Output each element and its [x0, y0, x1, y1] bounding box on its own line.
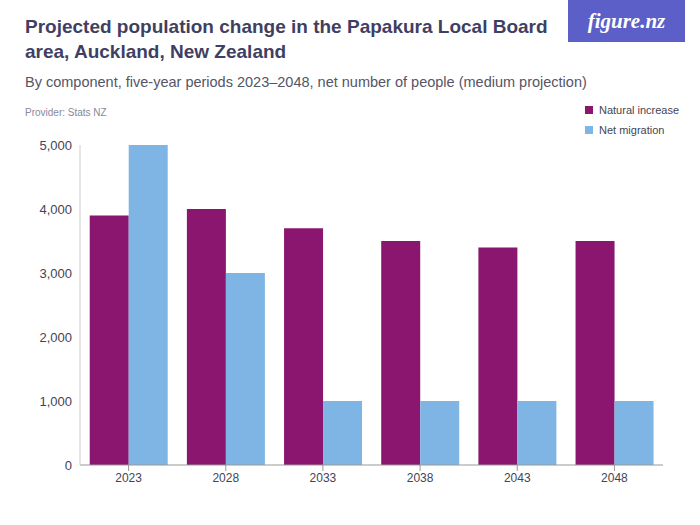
svg-text:2043: 2043 [504, 471, 531, 485]
html-text:Provider: Stats NZ: Provider: Stats NZ [25, 107, 107, 118]
html-text:figure.nz: figure.nz [587, 9, 666, 33]
svg-text:5,000: 5,000 [39, 138, 72, 153]
svg-text:2,000: 2,000 [39, 330, 72, 345]
svg-text:2023: 2023 [115, 471, 142, 485]
svg-text:4,000: 4,000 [39, 202, 72, 217]
svg-text:2038: 2038 [407, 471, 434, 485]
svg-text:2033: 2033 [310, 471, 337, 485]
svg-text:3,000: 3,000 [39, 266, 72, 281]
svg-text:1,000: 1,000 [39, 394, 72, 409]
html-text:Projected population change in: Projected population change in the Papak… [25, 16, 548, 62]
html-text:By component, five-year period: By component, five-year periods 2023–204… [25, 74, 587, 90]
html-text:Natural increase: Natural increase [599, 104, 680, 116]
svg-text:2028: 2028 [212, 471, 239, 485]
svg-text:2048: 2048 [601, 471, 628, 485]
html-text:Net migration: Net migration [599, 124, 665, 136]
svg-text:0: 0 [65, 458, 72, 473]
